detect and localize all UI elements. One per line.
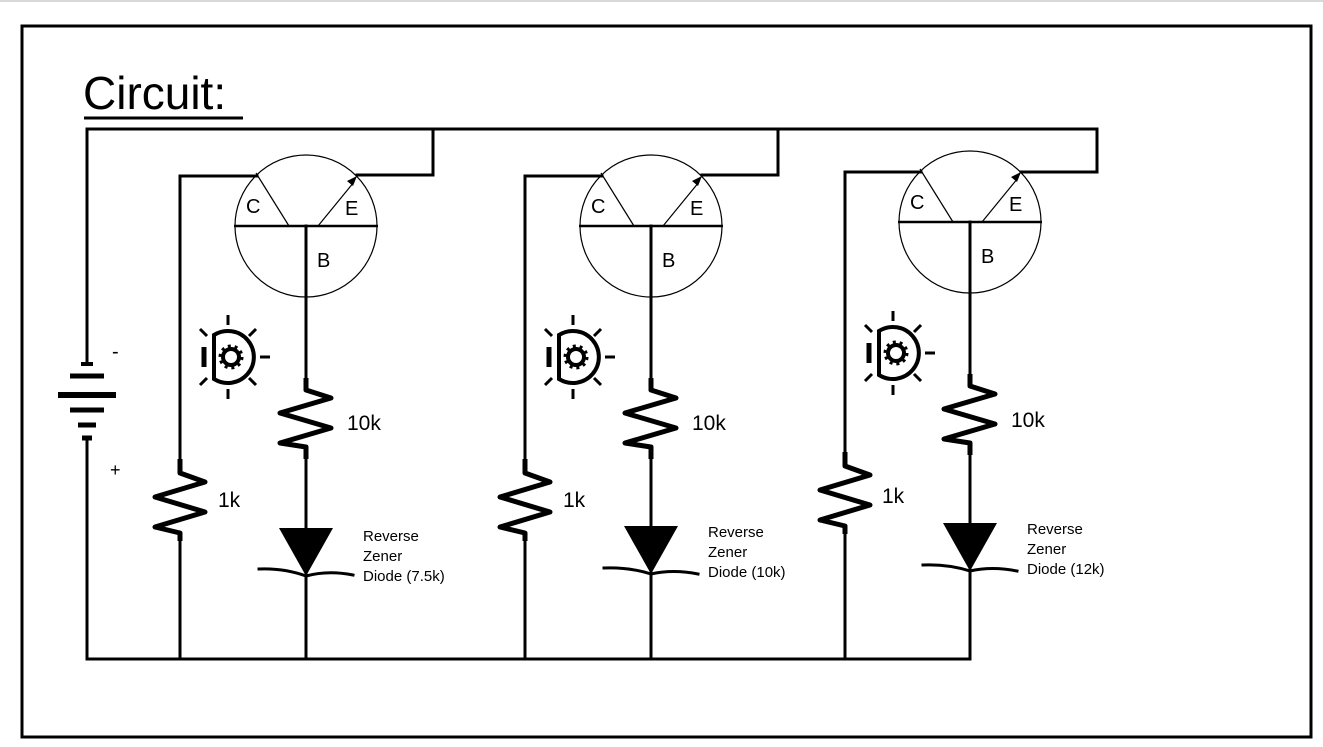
battery-negative-label: -: [112, 341, 119, 363]
base-resistor: [277, 378, 334, 459]
base-resistor: [622, 378, 679, 459]
collector-resistor-label: 1k: [563, 489, 586, 512]
collector-resistor: [497, 459, 553, 541]
collector-label: C: [910, 192, 924, 214]
zener-label-line-3: Diode (10k): [708, 564, 786, 581]
base-label: B: [981, 246, 994, 268]
transistor-stage-3: C E B 10k Reverse Zener Diode (12k) 1k: [817, 150, 1105, 661]
zener-label-line-1: Reverse: [1027, 521, 1083, 538]
collector-wire: [523, 174, 604, 461]
battery-symbol: [58, 326, 116, 455]
base-label: B: [662, 250, 675, 272]
collector-wire: [843, 170, 923, 454]
transistor-stage-2: C E B 10k Reverse Zener Diode (10k) 1k: [497, 127, 786, 661]
zener-label-line-1: Reverse: [708, 524, 764, 541]
zener-label-line-1: Reverse: [363, 528, 419, 545]
collector-label: C: [246, 196, 260, 218]
emitter-wire: [700, 127, 780, 177]
emitter-wire: [355, 127, 435, 177]
top-supply-wire: [85, 127, 1099, 330]
diagram-frame: [20, 24, 1313, 739]
collector-resistor-label: 1k: [882, 485, 905, 508]
collector-resistor-label: 1k: [218, 489, 241, 512]
zener-bar: [602, 566, 700, 576]
top-divider: [0, 0, 1323, 2]
base-label: B: [317, 250, 330, 272]
collector-wire: [178, 174, 259, 461]
collector-resistor: [817, 452, 873, 534]
lamp-icon: [543, 315, 615, 399]
collector-label: C: [591, 196, 605, 218]
base-resistor-label: 10k: [692, 412, 726, 435]
base-resistor-label: 10k: [1011, 409, 1045, 432]
collector-resistor: [152, 459, 208, 541]
zener-label-line-3: Diode (7.5k): [363, 568, 445, 585]
transistor-stage-1: C E B 10k Reverse Zener Diode (7.5k) 1k: [152, 127, 445, 661]
zener-diode: [624, 526, 678, 574]
zener-label-line-3: Diode (12k): [1027, 561, 1105, 578]
emitter-label: E: [690, 198, 703, 220]
zener-label-line-2: Zener: [363, 548, 402, 565]
zener-bar: [921, 563, 1019, 573]
emitter-label: E: [345, 198, 358, 220]
battery-positive-label: +: [110, 460, 121, 480]
lamp-icon: [863, 311, 935, 395]
base-resistor-label: 10k: [347, 412, 381, 435]
diagram-title: Circuit:: [83, 67, 226, 119]
zener-label-line-2: Zener: [708, 544, 747, 561]
base-resistor: [941, 374, 998, 455]
lamp-icon: [198, 315, 270, 399]
emitter-label: E: [1009, 194, 1022, 216]
zener-diode: [943, 523, 997, 571]
zener-bar: [257, 567, 355, 578]
zener-diode: [279, 528, 333, 576]
zener-label-line-2: Zener: [1027, 541, 1066, 558]
bottom-ground-wire: [85, 451, 971, 661]
